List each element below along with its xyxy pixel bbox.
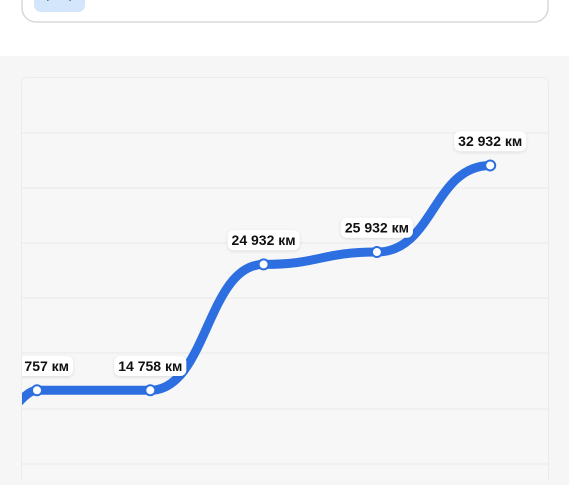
- point: [31, 384, 43, 397]
- point: [370, 246, 383, 259]
- value-label: 32 932 км: [458, 133, 522, 149]
- label-background: [340, 217, 413, 238]
- label-background: [454, 131, 527, 152]
- label-background: [22, 356, 74, 377]
- icon-button[interactable]: [34, 0, 85, 12]
- point: [144, 384, 157, 397]
- value-label: 14 758 км: [118, 358, 182, 374]
- chart-card: [21, 77, 549, 485]
- value-label-group: 32 932 км: [454, 131, 527, 152]
- value-label: 14 757 км: [5, 358, 69, 374]
- value-label-group: 14 757 км: [5, 356, 74, 377]
- point: [484, 159, 497, 172]
- search-card[interactable]: [21, 0, 549, 23]
- value-label-group: 25 932 км: [340, 217, 413, 238]
- value-label-group: 14 758 км: [114, 355, 187, 376]
- value-label-group: 24 932 км: [227, 230, 300, 251]
- label-background: [227, 230, 300, 251]
- value-label: 24 932 км: [232, 232, 296, 248]
- plot: 14 757 км 14 758 км 24 932 км 25 932 км 32 9…: [5, 131, 527, 406]
- mileage-line: [22, 160, 495, 406]
- point: [257, 258, 270, 271]
- value-label: 25 932 км: [345, 220, 409, 236]
- label-background: [114, 355, 187, 376]
